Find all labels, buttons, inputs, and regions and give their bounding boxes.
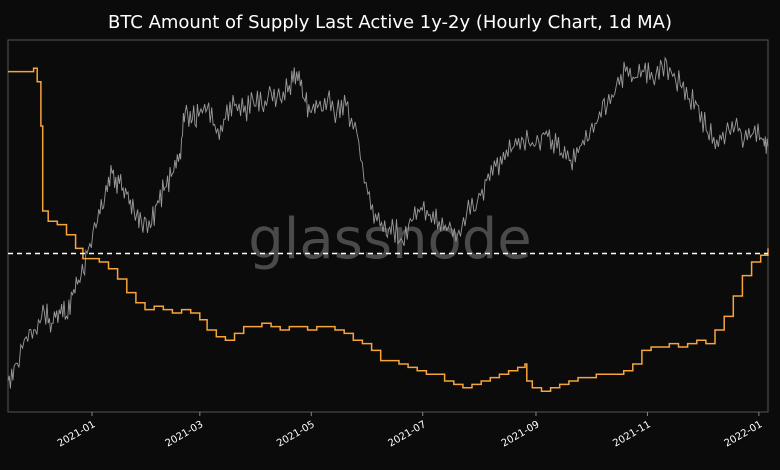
x-tick-label: 2021-05 [275, 419, 317, 449]
x-axis: 2021-01 2021-03 2021-05 2021-07 2021-09 2021-… [56, 412, 765, 449]
x-tick-label: 2021-09 [500, 419, 542, 449]
series-layer [7, 56, 769, 392]
x-tick-label: 2022-01 [723, 419, 765, 449]
x-tick-label: 2021-03 [164, 419, 206, 449]
x-tick-label: 2021-07 [387, 419, 429, 449]
x-tick-label: 2021-01 [56, 419, 98, 449]
chart-title: BTC Amount of Supply Last Active 1y-2y (… [107, 12, 673, 33]
watermark-text: glassnode [248, 207, 532, 272]
series-line-1 [7, 56, 769, 389]
series-line-2 [8, 67, 769, 392]
x-tick-label: 2021-11 [611, 419, 653, 449]
